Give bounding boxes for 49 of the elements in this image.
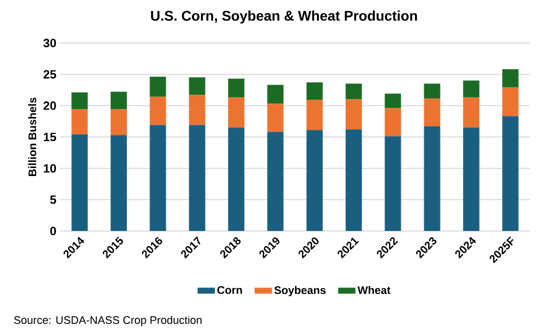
y-tick-label: 30	[43, 38, 56, 48]
bar	[463, 97, 480, 128]
bar	[150, 76, 166, 98]
legend-label: Wheat	[358, 286, 390, 294]
bar	[228, 127, 244, 231]
bar	[71, 109, 88, 135]
bar	[110, 109, 127, 136]
y-tick-label: 0	[50, 226, 56, 236]
y-tick-label: 20	[44, 101, 56, 110]
bar	[267, 84, 284, 104]
y-tick-label: 10	[44, 164, 56, 173]
bar	[267, 104, 284, 132]
bar	[463, 127, 480, 231]
y-tick-label: 5	[50, 195, 56, 204]
bar	[306, 100, 323, 130]
bar	[71, 134, 88, 231]
bar	[384, 108, 402, 137]
bar	[463, 80, 480, 98]
bar	[228, 97, 244, 128]
bar	[71, 92, 88, 110]
bar	[384, 136, 402, 231]
bar	[110, 92, 127, 110]
bar	[502, 116, 519, 231]
bar	[188, 94, 206, 126]
y-tick-label: 15	[44, 132, 56, 142]
bar	[188, 77, 206, 96]
bar	[306, 82, 323, 100]
bar	[228, 78, 244, 98]
legend-label: Corn	[217, 286, 242, 294]
chart-title: U.S. Corn, Soybean & Wheat Production	[151, 10, 417, 24]
bar	[384, 94, 402, 108]
bar	[267, 132, 284, 231]
bar	[424, 84, 440, 99]
y-axis-title: Billion Bushels	[28, 98, 36, 176]
bar	[110, 134, 127, 231]
bar	[150, 96, 166, 126]
legend-label: Soybeans	[274, 286, 326, 296]
source-note: Source: USDA-NASS Crop Production	[14, 316, 202, 326]
bar	[346, 84, 362, 100]
bar	[346, 99, 362, 130]
y-tick-label: 25	[44, 70, 56, 79]
bar	[502, 69, 519, 88]
bar	[424, 98, 440, 127]
bar	[188, 124, 206, 231]
bar	[424, 126, 440, 231]
bar	[346, 129, 362, 231]
bar	[150, 124, 166, 231]
bar	[502, 87, 519, 117]
bar	[306, 130, 323, 231]
